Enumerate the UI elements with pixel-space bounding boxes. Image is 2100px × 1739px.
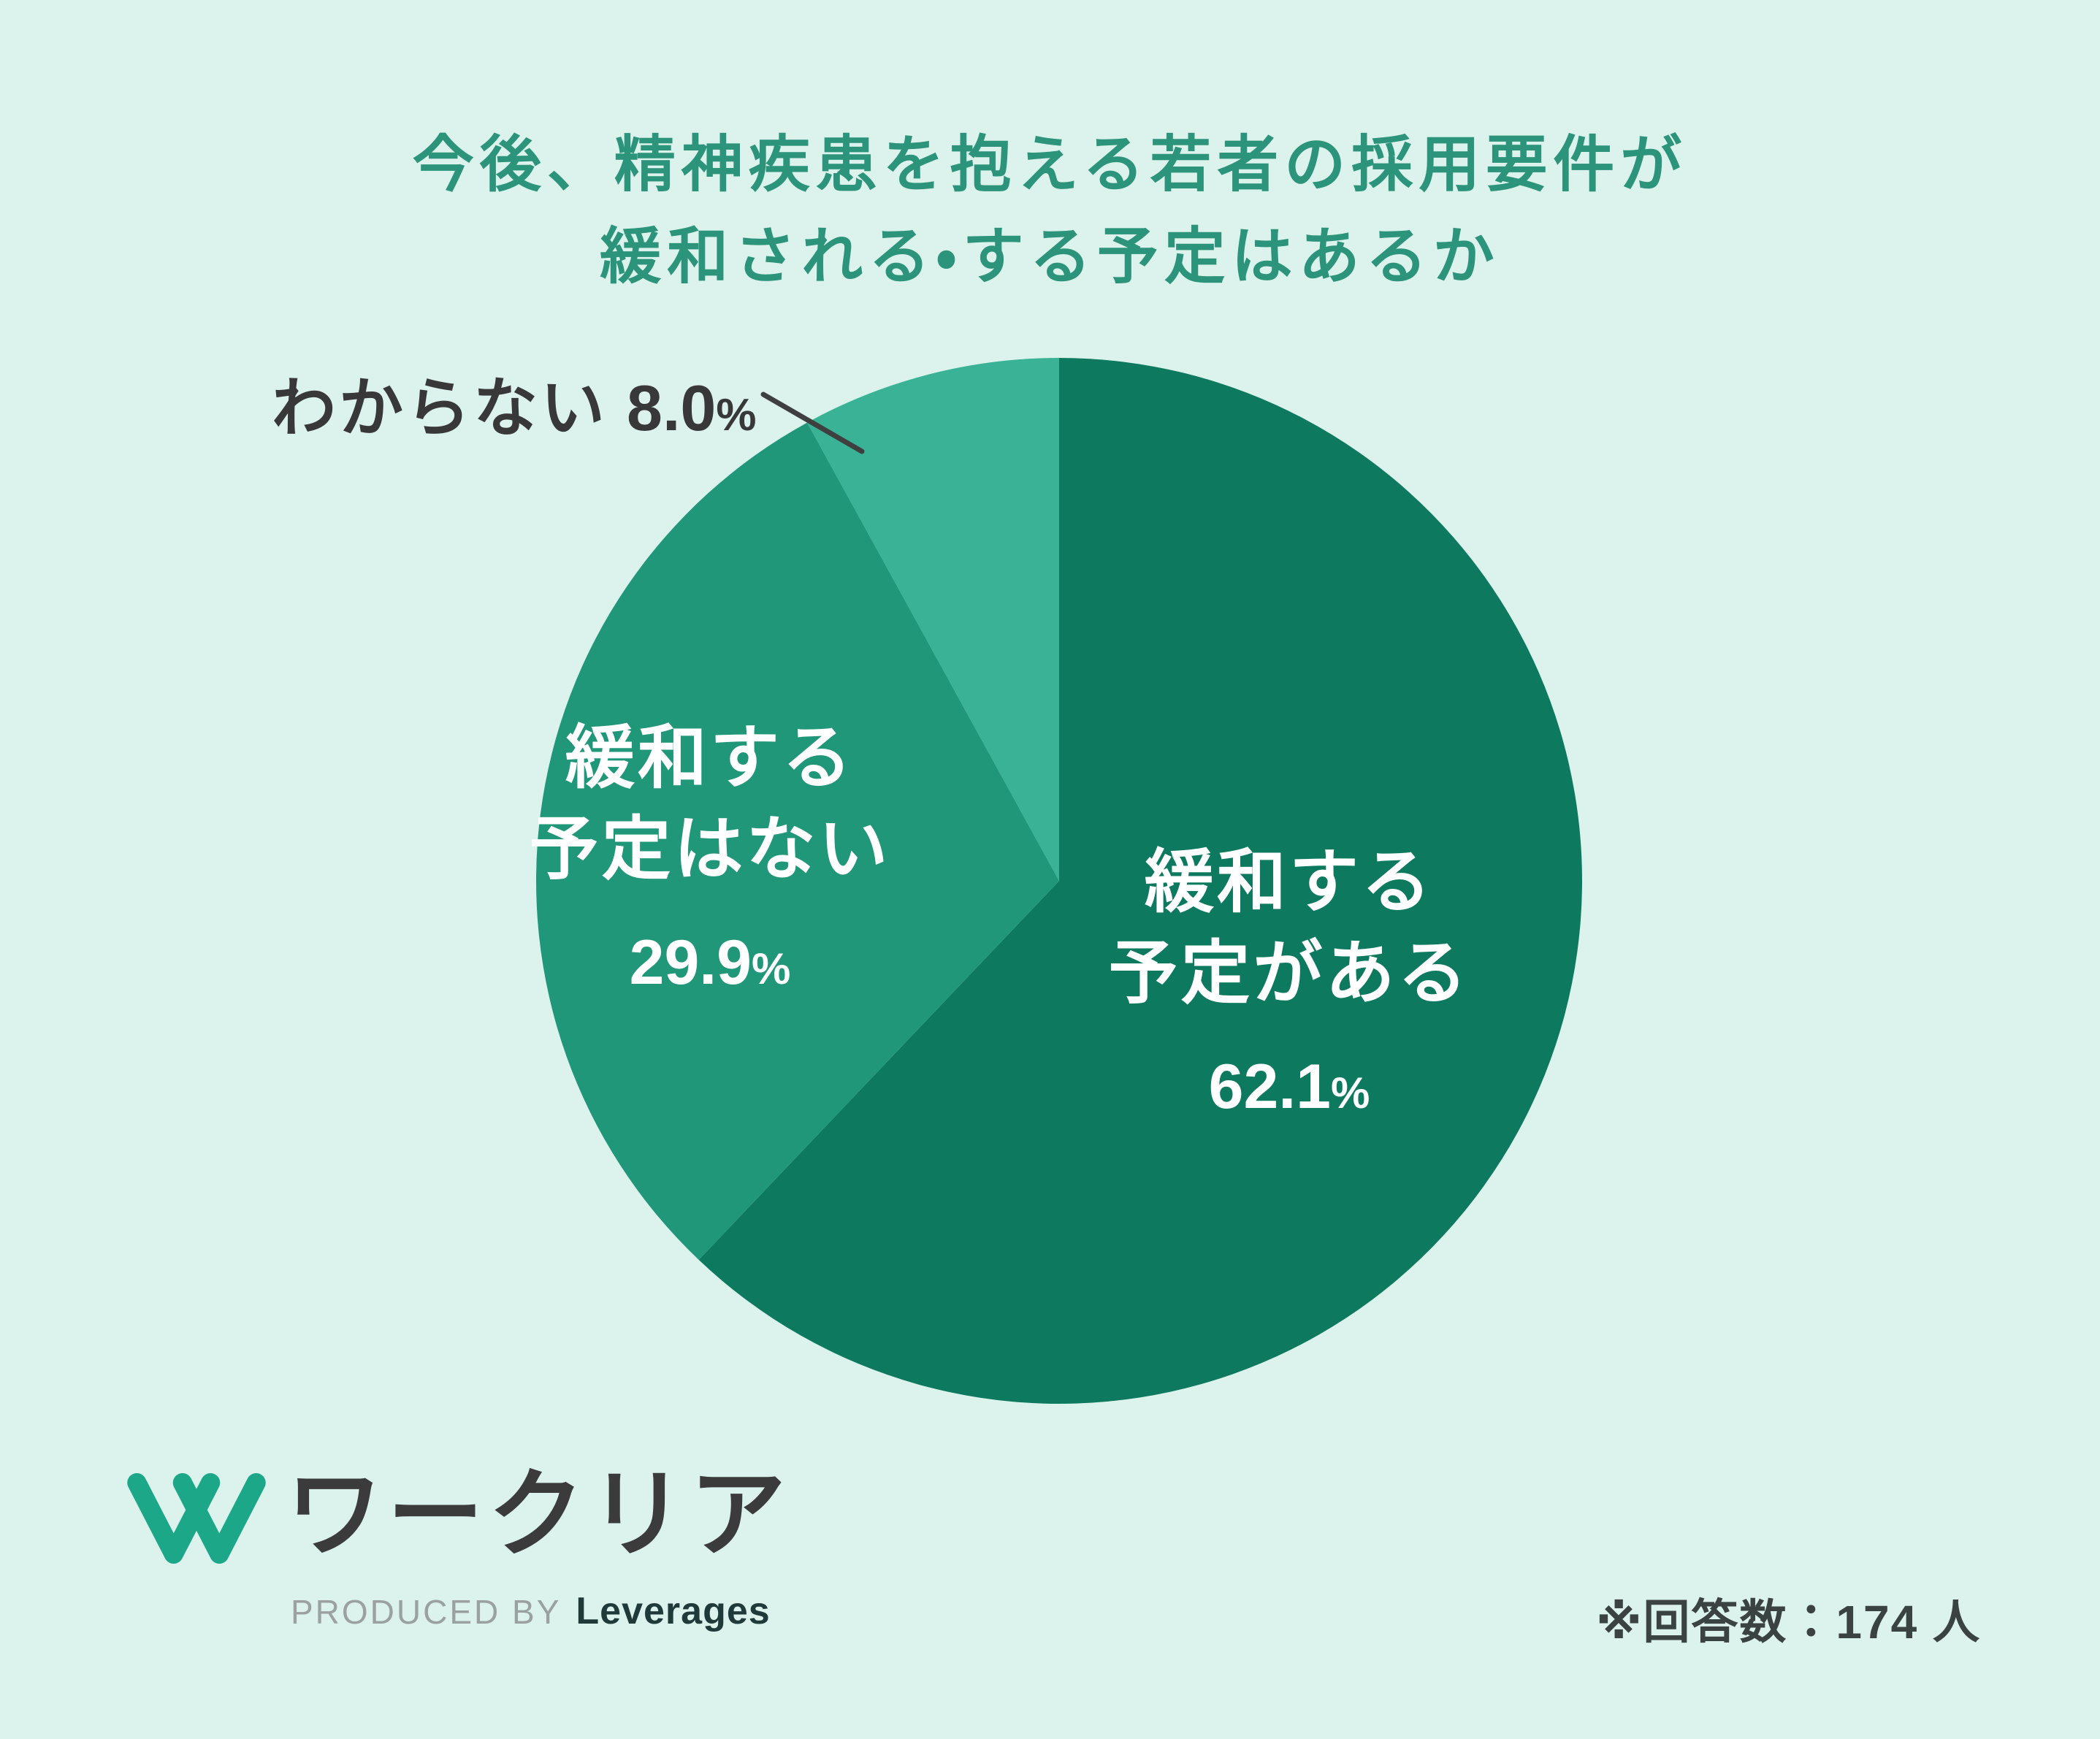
slice-value-no: 29.9% (454, 917, 966, 1014)
produced-by-line: PRODUCED BY Leverages (291, 1589, 771, 1633)
pie-slices (535, 358, 1582, 1404)
company-name: Leverages (576, 1590, 771, 1632)
chart-title-line2: 緩和される・する予定はあるか (600, 222, 1500, 291)
slice-label-yes-line2: 予定がある (1108, 935, 1470, 1012)
chart-title-line1: 今後、精神疾患を抱える若者の採用要件が (412, 130, 1688, 199)
slice-label-yes-line1: 緩和する (1144, 844, 1434, 921)
slice-percent-unknown-value: 8.0 (627, 372, 717, 444)
slice-value-yes: 62.1% (1034, 1042, 1545, 1139)
slice-label-no-line1: 緩和する (565, 719, 855, 797)
logo-v-right (172, 1473, 266, 1564)
pie-slice-2 (807, 358, 1059, 881)
produced-by-label: PRODUCED BY (291, 1593, 562, 1631)
percent-sign: % (752, 944, 791, 993)
label-leader-line (760, 391, 865, 454)
workria-logo-icon (127, 1473, 266, 1564)
slice-label-yes: 緩和する 予定がある 62.1% (1034, 837, 1545, 1139)
chart-title: 今後、精神疾患を抱える若者の採用要件が 緩和される・する予定はあるか (0, 118, 2100, 302)
pie-slice-1 (535, 422, 1059, 1260)
slice-label-unknown: わからない 8.0% (272, 356, 757, 449)
logo-wordmark: ワークリア (286, 1461, 790, 1568)
slice-percent-yes: 62.1 (1208, 1052, 1332, 1122)
slice-label-no: 緩和する 予定はない 29.9% (454, 713, 966, 1014)
percent-sign: % (716, 390, 757, 440)
percent-sign: % (1331, 1069, 1370, 1117)
slice-percent-no: 29.9 (629, 928, 752, 998)
slice-label-unknown-text: わからない (272, 372, 608, 444)
slice-percent-unknown: 8.0% (627, 371, 756, 446)
respondent-count-note: ※回答数：174 人 (1596, 1596, 1981, 1648)
pie-slice-0 (698, 358, 1582, 1404)
slice-label-no-line2: 予定はない (529, 811, 891, 888)
